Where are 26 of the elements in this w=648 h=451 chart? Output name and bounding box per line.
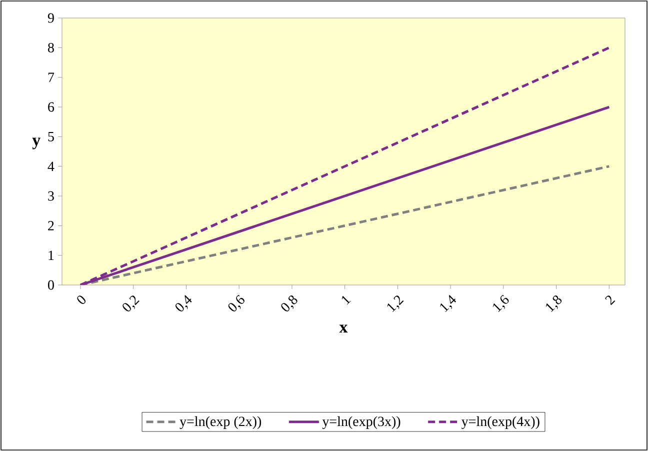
x-tick-label: 0,4 [176, 295, 192, 312]
y-tick-label: 7 [48, 72, 54, 82]
x-tick-label: 1,2 [387, 296, 404, 312]
x-tick-label: 1 [342, 296, 351, 305]
y-tick-label: 9 [48, 13, 54, 23]
y-tick-label: 1 [48, 250, 54, 260]
x-tick-label: 0,8 [281, 296, 298, 312]
legend-label: y=ln(exp (2x)) [180, 416, 262, 430]
y-tick-label: 2 [48, 221, 54, 230]
x-tick-label: 0 [77, 296, 86, 304]
y-tick-label: 8 [48, 42, 54, 52]
x-tick-label: 1,4 [440, 295, 456, 312]
x-tick-label: 0,2 [122, 296, 140, 312]
x-axis-title: x [339, 324, 348, 333]
y-tick-label: 4 [48, 162, 54, 171]
y-tick-label: 6 [48, 102, 54, 112]
y-tick-label: 0 [48, 280, 54, 290]
legend-label: y=ln(exp(4x)) [461, 416, 540, 430]
y-tick-label: 3 [48, 191, 54, 201]
x-tick-label: 0,6 [228, 294, 244, 312]
y-tick-label: 5 [48, 132, 54, 142]
x-tick-label: 1,8 [546, 296, 562, 312]
x-tick-label: 2 [605, 296, 616, 306]
legend-label: y=ln(exp(3x)) [322, 416, 400, 430]
y-axis-title: y [32, 138, 40, 150]
x-tick-label: 1,6 [493, 294, 509, 312]
